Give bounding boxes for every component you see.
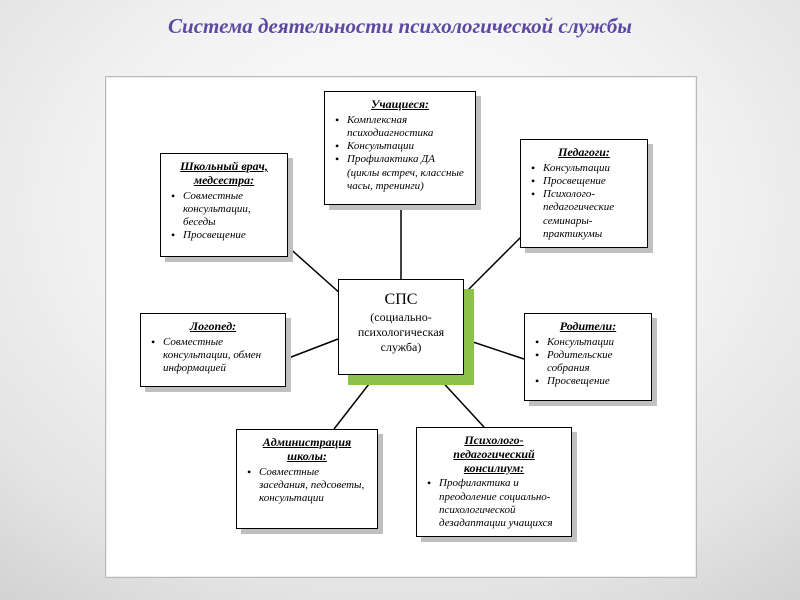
node-item: Консультации	[543, 336, 643, 349]
center-node: СПС (социально-психологическая служба)	[338, 279, 464, 375]
node-item: Профилактика ДА (циклы встреч, классные …	[343, 153, 467, 193]
diagram-page: СПС (социально-психологическая служба) У…	[105, 76, 697, 578]
node-title: Психолого-педагогический консилиум:	[425, 434, 563, 475]
node-items: Совместные консультации, обмен информаци…	[149, 336, 277, 376]
node-students: Учащиеся: Комплексная психодиагностикаКо…	[324, 91, 476, 205]
node-council: Психолого-педагогический консилиум: Проф…	[416, 427, 572, 537]
node-item: Комплексная психодиагностика	[343, 114, 467, 140]
node-items: Профилактика и преодоление социально-пси…	[425, 477, 563, 530]
node-title: Администрация школы:	[245, 436, 369, 464]
node-parents: Родители: КонсультацииРодительские собра…	[524, 313, 652, 401]
node-item: Психолого-педагогические семинары-практи…	[539, 188, 639, 241]
node-doctor: Школьный врач, медсестра: Совместные кон…	[160, 153, 288, 257]
node-speech: Логопед: Совместные консультации, обмен …	[140, 313, 286, 387]
node-item: Просвещение	[543, 375, 643, 388]
node-item: Совместные консультации, обмен информаци…	[159, 336, 277, 376]
node-item: Консультации	[343, 140, 467, 153]
node-item: Просвещение	[539, 175, 639, 188]
node-items: КонсультацииРодительские собранияПросвещ…	[533, 336, 643, 389]
node-items: Совместные консультации, беседыПросвещен…	[169, 190, 279, 243]
connector-doctor	[286, 245, 342, 295]
slide-title: Система деятельности психологической слу…	[0, 0, 800, 39]
connector-speech	[286, 339, 338, 359]
node-title: Родители:	[533, 320, 643, 334]
node-item: Совместные заседания, педсоветы, консуль…	[255, 466, 369, 506]
node-items: Совместные заседания, педсоветы, консуль…	[245, 466, 369, 506]
node-title: Учащиеся:	[333, 98, 467, 112]
node-title: Педагоги:	[529, 146, 639, 160]
center-sub: (социально-психологическая служба)	[339, 310, 463, 355]
connector-teachers	[461, 237, 521, 297]
node-title: Логопед:	[149, 320, 277, 334]
node-items: Комплексная психодиагностикаКонсультации…	[333, 114, 467, 193]
center-abbr: СПС	[339, 290, 463, 310]
node-items: КонсультацииПросвещениеПсихолого-педагог…	[529, 162, 639, 241]
node-admin: Администрация школы: Совместные заседани…	[236, 429, 378, 529]
node-teachers: Педагоги: КонсультацииПросвещениеПсихоло…	[520, 139, 648, 248]
node-item: Совместные консультации, беседы	[179, 190, 279, 230]
node-item: Просвещение	[179, 229, 279, 242]
node-title: Школьный врач, медсестра:	[169, 160, 279, 188]
node-item: Профилактика и преодоление социально-пси…	[435, 477, 563, 530]
node-item: Родительские собрания	[543, 349, 643, 375]
node-item: Консультации	[539, 162, 639, 175]
